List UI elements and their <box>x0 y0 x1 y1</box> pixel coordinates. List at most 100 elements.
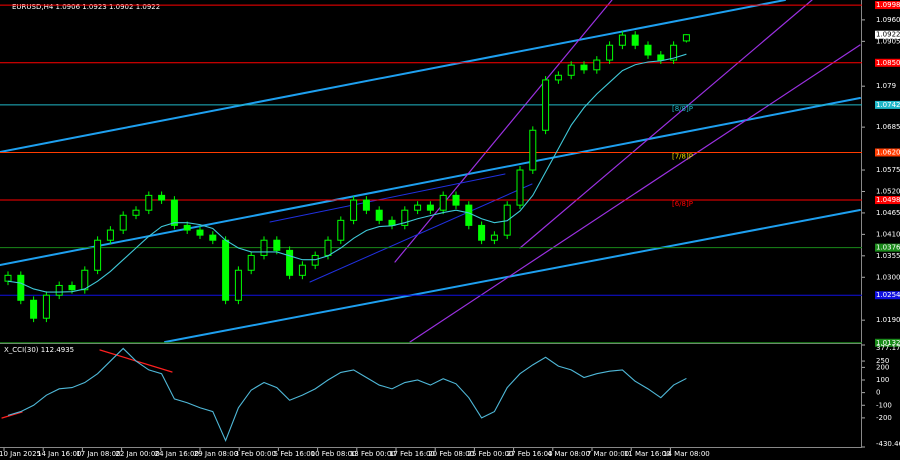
candle-body <box>260 239 268 256</box>
x-tick-label: 10 Jan 2025 <box>0 450 41 458</box>
candle-body <box>350 199 358 221</box>
x-tick-label: 11 Mar 16:00 <box>624 450 671 458</box>
y-tick-label: 1.0905 <box>876 37 900 45</box>
indicator-tick-label: 100 <box>876 376 889 384</box>
x-tick-label: 13 Feb 00:00 <box>350 450 396 458</box>
candle-body <box>286 249 294 276</box>
candle-body <box>478 224 486 241</box>
y-tick-label: 1.0410 <box>876 230 900 238</box>
candle-body <box>17 274 25 301</box>
y-tick-label: 1.0520 <box>876 187 900 195</box>
y-tick-label: 1.0300 <box>876 273 900 281</box>
candle-body <box>106 229 114 241</box>
candle-body <box>337 219 345 241</box>
indicator-tick-label: 377.1776 <box>876 344 900 352</box>
candle-body <box>593 59 601 71</box>
candle-body <box>94 239 102 271</box>
x-tick-label: 17 Feb 16:00 <box>389 450 435 458</box>
x-tick-label: 27 Feb 16:00 <box>507 450 553 458</box>
candle-body <box>209 234 217 241</box>
candle-body <box>529 129 537 171</box>
candle-body <box>81 269 89 291</box>
candle-body <box>145 194 153 211</box>
chart-title: EURUSD,H4 1.0906 1.0923 1.0902 1.0922 <box>12 3 160 11</box>
y-tick-label: 1.0685 <box>876 123 900 131</box>
y-tick-label: 1.0355 <box>876 252 900 260</box>
candle-body <box>516 169 524 206</box>
channel-line <box>164 209 861 343</box>
candle-body <box>4 274 12 282</box>
x-tick-label: 29 Jan 08:00 <box>194 450 238 458</box>
candle-body <box>618 34 626 46</box>
level-tag-label: 1.0620 <box>876 148 900 156</box>
candle-body <box>119 214 127 231</box>
candle-body <box>490 234 498 241</box>
level-tag <box>875 148 900 157</box>
level-tag-label: 1.0742 <box>876 101 900 109</box>
trendlines <box>0 0 861 419</box>
indicator-tick-label: 200 <box>876 363 889 371</box>
candle-body <box>388 219 396 226</box>
candle-body <box>657 54 665 61</box>
y-tick-label: 1.0960 <box>876 16 900 24</box>
level-tag <box>875 100 900 109</box>
indicator-tick-label: 0 <box>876 389 880 397</box>
x-tick-label: 4 Mar 08:00 <box>548 450 590 458</box>
candle-body <box>644 44 652 56</box>
candle-body <box>324 239 332 256</box>
x-tick-label: 7 Mar 00:00 <box>587 450 629 458</box>
candle-body <box>183 224 191 231</box>
x-tick-label: 22 Jan 00:00 <box>115 450 159 458</box>
candle-body <box>401 209 409 226</box>
murray-label: [6/8]P <box>672 200 693 208</box>
murray-label: [7/8]P <box>672 152 693 160</box>
murray-label: [8/8]P <box>672 105 693 113</box>
y-tick-label: 1.0465 <box>876 209 900 217</box>
candle-body <box>554 74 562 81</box>
candle-body <box>465 204 473 226</box>
level-tag-label: 1.0254 <box>876 291 900 299</box>
x-tick-label: 24 Jan 16:00 <box>155 450 199 458</box>
x-tick-label: 5 Feb 16:00 <box>274 450 315 458</box>
candle-body <box>30 299 38 319</box>
candle-body <box>452 194 460 206</box>
trend-line <box>269 173 506 223</box>
channel-line <box>0 97 861 266</box>
price-tag <box>875 30 900 39</box>
indicator-tick-label: -200 <box>876 414 892 422</box>
candle-body <box>375 209 383 221</box>
price-tag-label: 1.0922 <box>876 31 900 39</box>
level-tag-label: 1.0132 <box>876 339 900 347</box>
regression-line <box>394 0 613 263</box>
x-tick-label: 20 Feb 08:00 <box>428 450 474 458</box>
candle-body <box>42 294 50 319</box>
candle-body <box>273 239 281 251</box>
regression-line <box>519 0 813 249</box>
x-tick-label: 25 Feb 00:00 <box>467 450 513 458</box>
candle-body <box>580 64 588 71</box>
cci-line <box>7 347 687 443</box>
candle-body <box>234 269 242 301</box>
indicator-tick-label: -430.4655 <box>876 440 900 448</box>
level-tag <box>875 243 900 252</box>
candle-body <box>631 34 639 46</box>
candle-body <box>567 64 575 76</box>
candle-body <box>439 194 447 211</box>
candle-body <box>247 254 255 271</box>
candle-body <box>68 284 76 291</box>
indicator-tick-label: 250 <box>876 357 889 365</box>
indicator-tick-label: -100 <box>876 401 892 409</box>
level-tag-label: 1.0376 <box>876 244 900 252</box>
level-tag-label: 1.0498 <box>876 196 900 204</box>
candle-body <box>222 239 230 301</box>
candle-body <box>362 199 370 211</box>
channel-line <box>0 0 786 153</box>
x-tick-label: 17 Jan 08:00 <box>76 450 120 458</box>
level-tag-label: 1.0850 <box>876 59 900 67</box>
x-tick-label: 3 Feb 00:00 <box>234 450 275 458</box>
level-tag <box>875 58 900 67</box>
regression-line <box>409 44 861 343</box>
candle-body <box>196 229 204 236</box>
